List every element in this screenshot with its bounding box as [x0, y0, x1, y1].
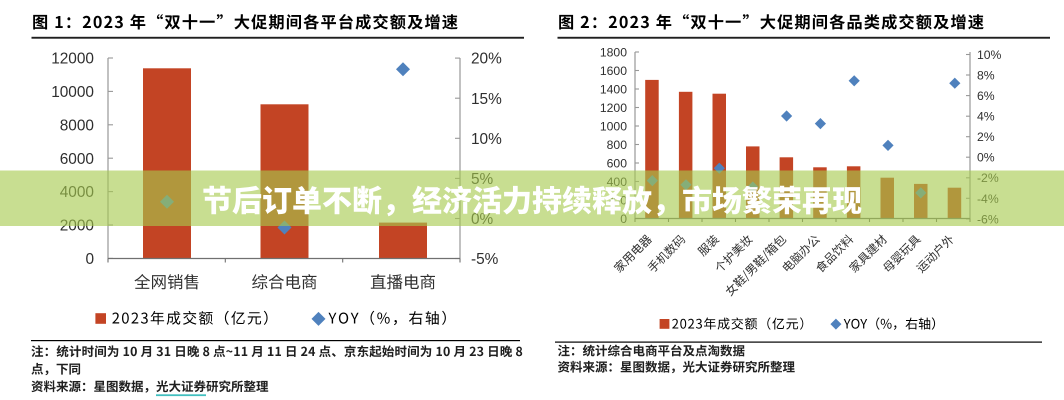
svg-text:800: 800: [607, 138, 628, 152]
svg-text:600: 600: [607, 156, 628, 170]
svg-text:20%: 20%: [471, 51, 502, 68]
svg-text:1200: 1200: [600, 101, 627, 115]
svg-text:10%: 10%: [471, 131, 502, 148]
svg-text:12000: 12000: [51, 51, 94, 68]
svg-text:1600: 1600: [600, 64, 627, 78]
svg-text:1400: 1400: [600, 82, 627, 96]
svg-text:1800: 1800: [600, 45, 627, 59]
svg-text:0: 0: [85, 251, 94, 268]
svg-text:8%: 8%: [977, 69, 995, 83]
svg-text:8000: 8000: [60, 117, 94, 134]
svg-text:10000: 10000: [51, 84, 94, 101]
svg-text:6000: 6000: [60, 151, 94, 168]
svg-text:15%: 15%: [471, 91, 502, 108]
svg-text:2%: 2%: [977, 130, 995, 144]
svg-text:1000: 1000: [600, 119, 627, 133]
svg-text:4%: 4%: [977, 110, 995, 124]
svg-text:10%: 10%: [977, 48, 1002, 62]
svg-text:-5%: -5%: [471, 251, 499, 268]
svg-text:0%: 0%: [977, 151, 995, 165]
svg-text:6%: 6%: [977, 89, 995, 103]
